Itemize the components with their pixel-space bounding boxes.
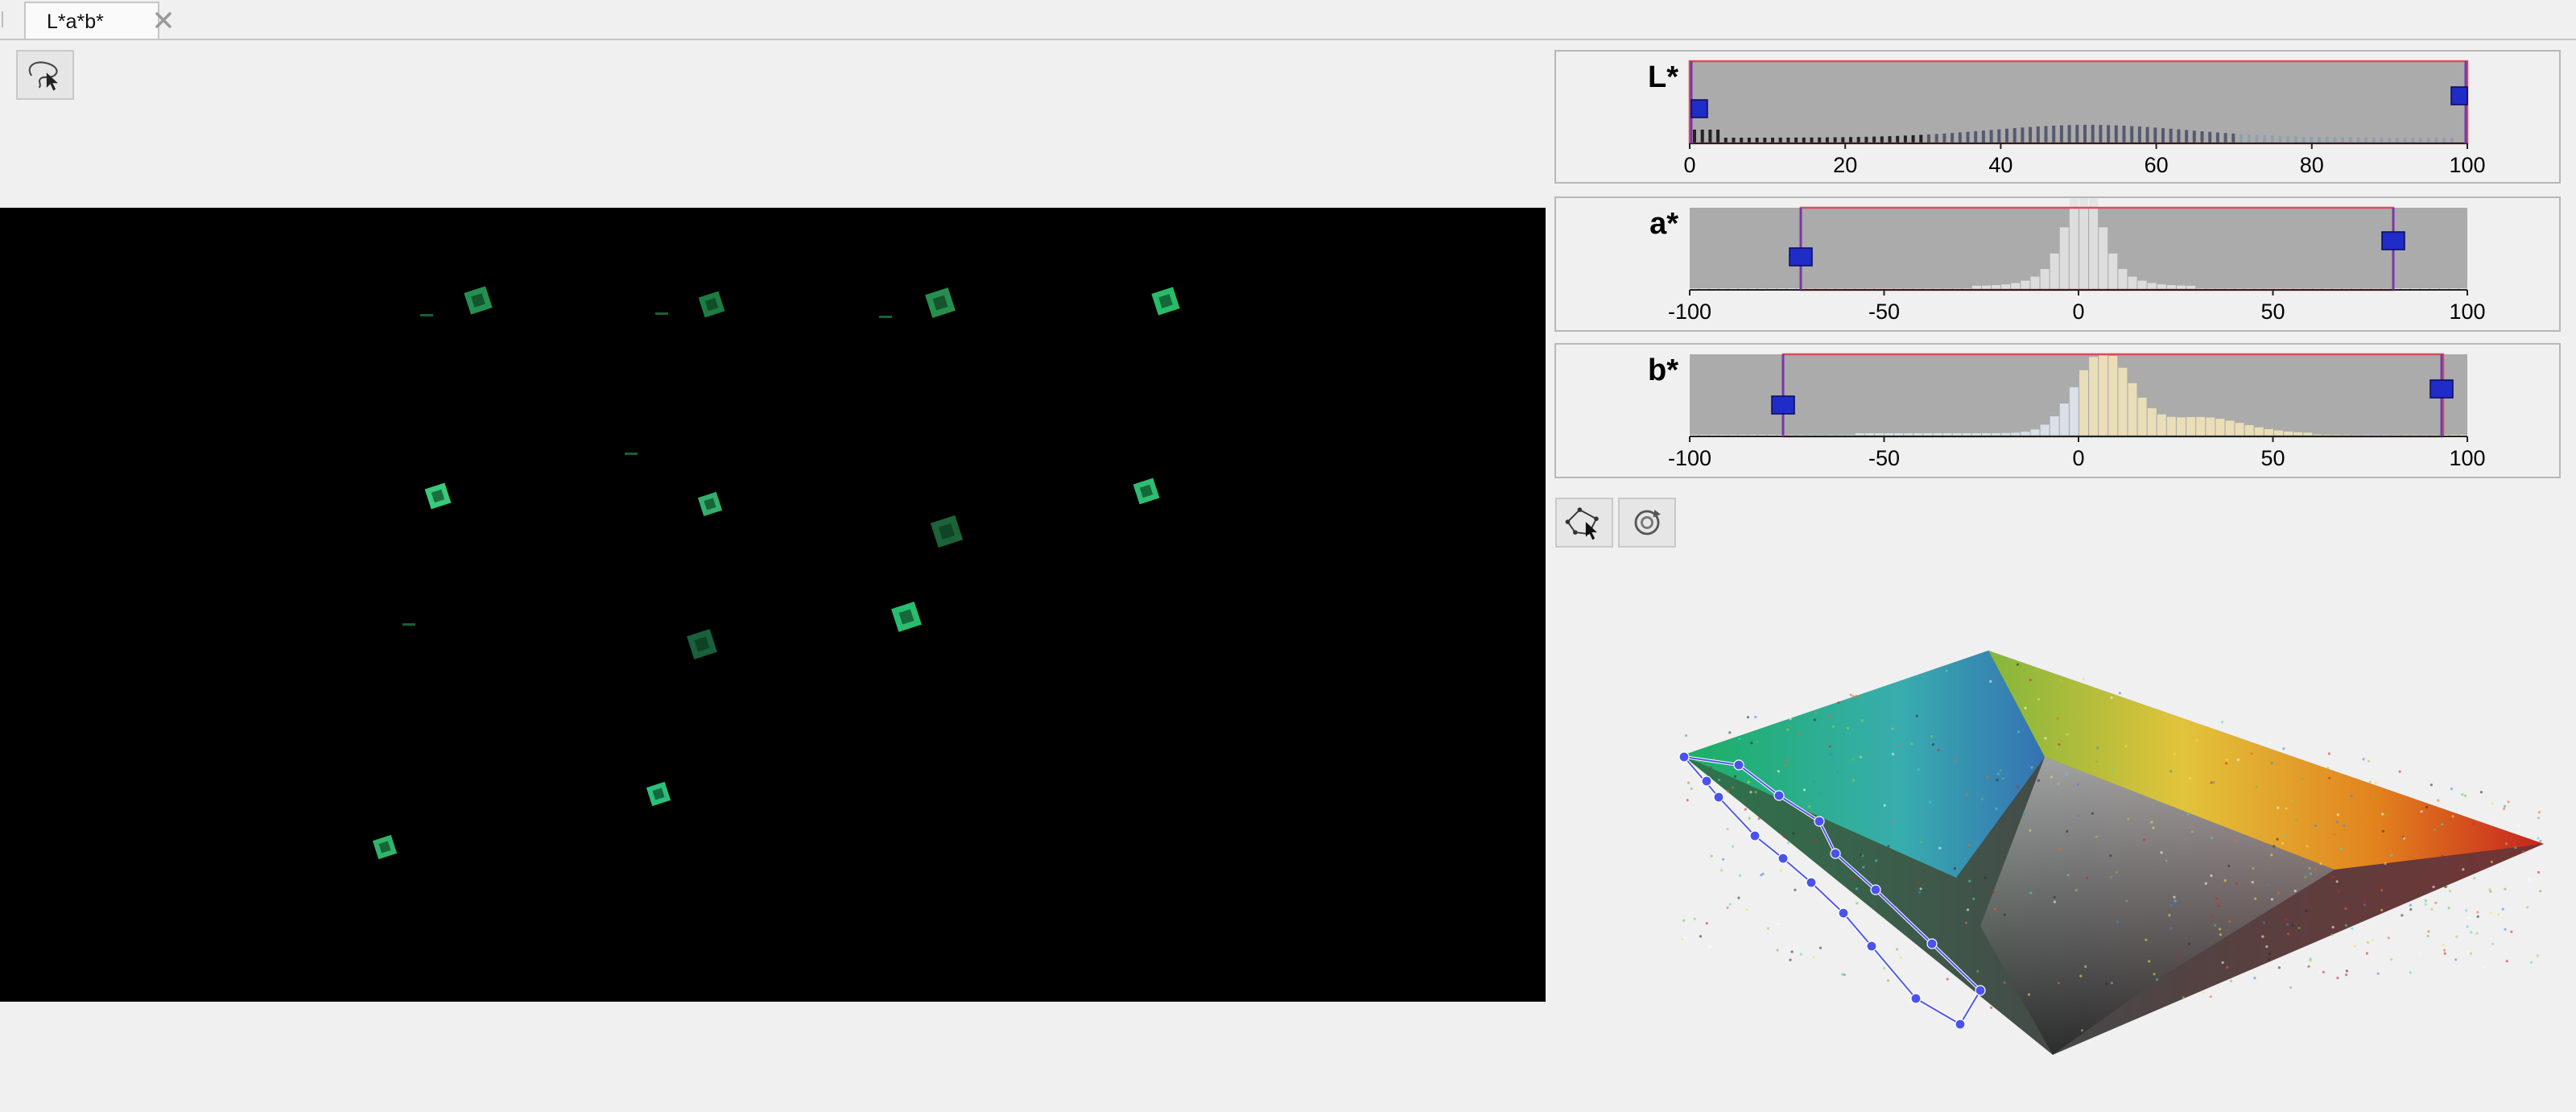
histogram-b-tick-label: -100 — [1668, 446, 1711, 470]
roi-polygon[interactable] — [1678, 751, 1986, 1030]
color-space-3d-plot[interactable] — [1642, 636, 2576, 1087]
histogram-l-tick-label: 80 — [2300, 153, 2324, 177]
freehand-roi-button[interactable] — [16, 50, 74, 100]
histogram-a-tick-label: 50 — [2260, 300, 2285, 324]
tab-strip-grip[interactable] — [2, 11, 6, 27]
histogram-a-bars — [1690, 198, 2468, 289]
tab-label: L*a*b* — [47, 10, 104, 33]
histogram-a-min-handle[interactable] — [1789, 247, 1813, 267]
histogram-b-plot[interactable] — [1690, 354, 2467, 436]
rotate-3d-button[interactable] — [1618, 498, 1676, 548]
polygon-roi-icon — [1565, 507, 1599, 540]
histogram-l-tick-label: 0 — [1683, 153, 1695, 177]
histogram-a-label: a* — [1649, 207, 1678, 241]
rotate-3d-icon — [1634, 510, 1661, 535]
histogram-b-tick-label: -50 — [1868, 446, 1900, 470]
polygon-roi-button[interactable] — [1555, 498, 1613, 548]
histogram-a-tick-label: -100 — [1668, 300, 1711, 324]
histogram-b-label: b* — [1648, 353, 1678, 387]
histogram-panel-a: a* -100 -50 0 50 100 — [1554, 196, 2561, 332]
histogram-b-tick-label: 100 — [2449, 446, 2485, 470]
point-cloud — [1681, 651, 2544, 1055]
histogram-l-tick-label: 60 — [2145, 153, 2169, 177]
histogram-panel-l: L* 0 20 40 60 80 100 — [1554, 50, 2561, 184]
histogram-b-tick-label: 50 — [2260, 446, 2285, 470]
histogram-a-tick-label: -50 — [1868, 300, 1900, 324]
masked-image-view[interactable] — [0, 208, 1546, 1002]
histogram-a-plot[interactable] — [1690, 208, 2467, 290]
histogram-a-max-handle[interactable] — [2381, 231, 2405, 250]
tab-strip: L*a*b* — [0, 0, 2576, 40]
histogram-a-tick-label: 0 — [2072, 300, 2084, 324]
histogram-b-tick-label: 0 — [2072, 446, 2084, 470]
histogram-l-bars — [1693, 125, 2454, 143]
close-icon[interactable] — [151, 8, 175, 32]
histogram-b-axis: -100 -50 0 50 100 — [1668, 436, 2486, 470]
histogram-panel-b: b* -100 -50 0 50 100 — [1554, 343, 2561, 478]
histogram-b-max-handle[interactable] — [2429, 379, 2454, 399]
histogram-l-tick-label: 40 — [1988, 153, 2013, 177]
masked-image — [0, 208, 1546, 1002]
histogram-a-axis: -100 -50 0 50 100 — [1668, 290, 2486, 324]
histogram-l-min-handle[interactable] — [1690, 99, 1708, 118]
freehand-roi-icon — [28, 61, 58, 91]
histogram-l-max-handle[interactable] — [2450, 86, 2468, 105]
histogram-l-tick-label: 100 — [2449, 153, 2485, 177]
histogram-b-min-handle[interactable] — [1771, 395, 1795, 415]
histogram-a-tick-label: 100 — [2449, 300, 2485, 324]
histogram-b-bars — [1690, 355, 2468, 436]
histogram-l-label: L* — [1648, 60, 1678, 94]
histogram-l-axis: 0 20 40 60 80 100 — [1683, 143, 2486, 177]
tab-lab[interactable]: L*a*b* — [24, 2, 171, 39]
histogram-l-tick-label: 20 — [1833, 153, 1857, 177]
